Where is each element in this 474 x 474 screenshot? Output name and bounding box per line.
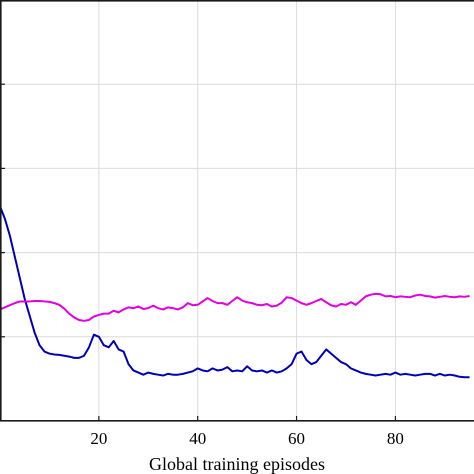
grid	[0, 0, 474, 421]
x-tick-label-1: 40	[189, 429, 206, 448]
x-axis-ticks: 20 40 60 80	[0, 83, 404, 448]
x-tick-label-3: 80	[387, 429, 404, 448]
plot-frame	[0, 0, 474, 422]
series-line-1	[0, 292, 470, 322]
x-axis-label: Global training episodes	[149, 454, 325, 474]
series-line-0	[0, 205, 470, 379]
x-tick-label-2: 60	[288, 429, 305, 448]
x-tick-label-0: 20	[90, 429, 107, 448]
series-lines	[0, 205, 470, 379]
